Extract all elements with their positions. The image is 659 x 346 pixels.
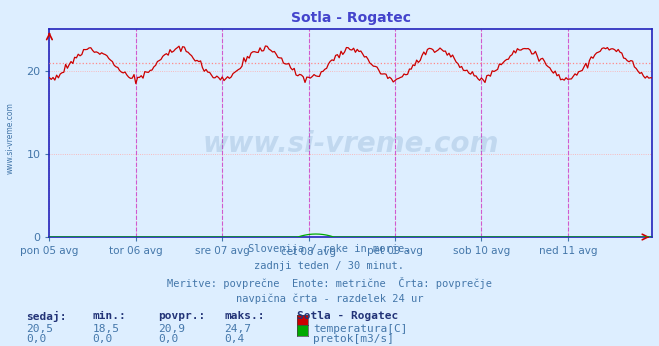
Text: 20,5: 20,5: [26, 324, 53, 334]
Text: Sotla - Rogatec: Sotla - Rogatec: [297, 311, 398, 321]
Text: sedaj:: sedaj:: [26, 311, 67, 322]
Text: pretok[m3/s]: pretok[m3/s]: [313, 334, 394, 344]
Text: 24,7: 24,7: [224, 324, 251, 334]
Text: 20,9: 20,9: [158, 324, 185, 334]
Text: 18,5: 18,5: [92, 324, 119, 334]
Text: temperatura[C]: temperatura[C]: [313, 324, 407, 334]
Text: navpična črta - razdelek 24 ur: navpična črta - razdelek 24 ur: [236, 294, 423, 304]
Text: maks.:: maks.:: [224, 311, 264, 321]
Text: Slovenija / reke in morje.: Slovenija / reke in morje.: [248, 244, 411, 254]
Text: zadnji teden / 30 minut.: zadnji teden / 30 minut.: [254, 261, 405, 271]
Text: www.si-vreme.com: www.si-vreme.com: [5, 102, 14, 174]
Text: 0,4: 0,4: [224, 334, 244, 344]
Text: 0,0: 0,0: [158, 334, 179, 344]
Text: min.:: min.:: [92, 311, 126, 321]
Text: 0,0: 0,0: [92, 334, 113, 344]
Text: www.si-vreme.com: www.si-vreme.com: [203, 130, 499, 157]
Text: Meritve: povprečne  Enote: metrične  Črta: povprečje: Meritve: povprečne Enote: metrične Črta:…: [167, 277, 492, 289]
Title: Sotla - Rogatec: Sotla - Rogatec: [291, 11, 411, 26]
Text: povpr.:: povpr.:: [158, 311, 206, 321]
Text: 0,0: 0,0: [26, 334, 47, 344]
